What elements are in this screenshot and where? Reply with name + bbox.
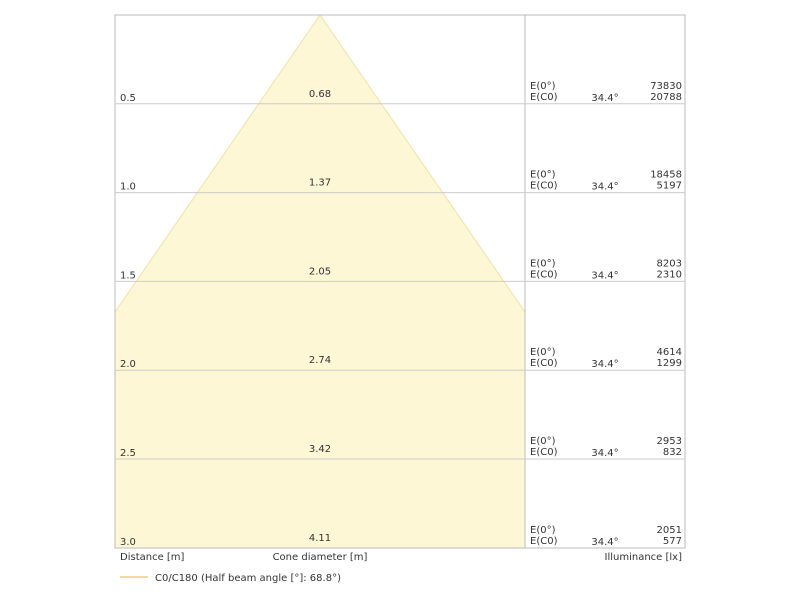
- angle: 34.4°: [591, 93, 618, 104]
- ec0-value: 1299: [657, 358, 682, 369]
- ec0-label: E(C0): [530, 536, 558, 547]
- ec0-label: E(C0): [530, 447, 558, 458]
- ec0-value: 2310: [657, 269, 682, 280]
- ec0-value: 577: [663, 536, 682, 547]
- angle: 34.4°: [591, 537, 618, 548]
- ec0-value: 832: [663, 447, 682, 458]
- angle: 34.4°: [591, 270, 618, 281]
- cone-diameter: 2.74: [309, 355, 331, 366]
- angle: 34.4°: [591, 448, 618, 459]
- ec0-label: E(C0): [530, 92, 558, 103]
- footer-illuminance: Illuminance [lx]: [605, 552, 683, 563]
- e0-label: E(0°): [530, 258, 556, 269]
- e0-value: 4614: [657, 347, 682, 358]
- distance: 2.0: [120, 359, 136, 370]
- e0-value: 8203: [657, 258, 682, 269]
- ec0-label: E(C0): [530, 269, 558, 280]
- angle: 34.4°: [591, 182, 618, 193]
- e0-value: 18458: [650, 170, 682, 181]
- distance: 3.0: [120, 537, 136, 548]
- footer-diameter: Cone diameter [m]: [273, 552, 368, 563]
- ec0-value: 20788: [650, 92, 682, 103]
- cone-diameter: 1.37: [309, 178, 331, 189]
- e0-value: 2953: [657, 436, 682, 447]
- e0-value: 2051: [657, 525, 682, 536]
- e0-label: E(0°): [530, 81, 556, 92]
- e0-label: E(0°): [530, 525, 556, 536]
- cone-diameter: 2.05: [309, 266, 331, 277]
- e0-label: E(0°): [530, 170, 556, 181]
- e0-label: E(0°): [530, 436, 556, 447]
- legend-label: C0/C180 (Half beam angle [°]: 68.8°): [155, 573, 341, 584]
- e0-value: 73830: [650, 81, 682, 92]
- e0-label: E(0°): [530, 347, 556, 358]
- distance: 1.0: [120, 182, 136, 193]
- cone-diameter: 4.11: [309, 533, 331, 544]
- distance: 0.5: [120, 93, 136, 104]
- ec0-value: 5197: [657, 181, 682, 192]
- cone-diameter: 0.68: [309, 89, 331, 100]
- ec0-label: E(C0): [530, 358, 558, 369]
- cone-diameter: 3.42: [309, 444, 331, 455]
- angle: 34.4°: [591, 359, 618, 370]
- footer-distance: Distance [m]: [120, 552, 185, 563]
- distance: 2.5: [120, 448, 136, 459]
- ec0-label: E(C0): [530, 181, 558, 192]
- distance: 1.5: [120, 270, 136, 281]
